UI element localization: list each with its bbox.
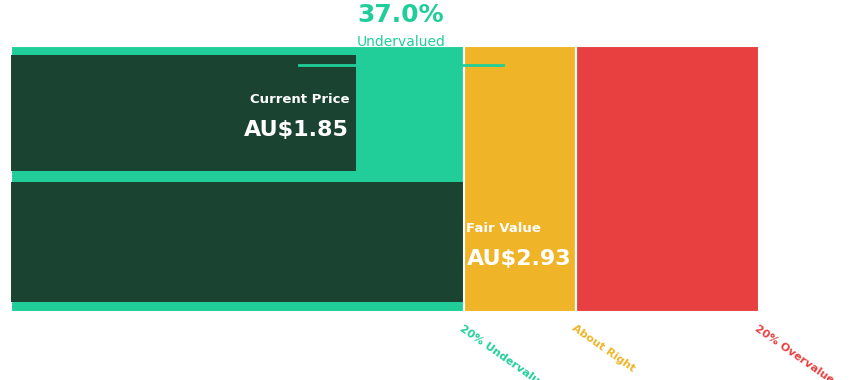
Bar bbox=[463, 46, 575, 312]
Text: 20% Overvalued: 20% Overvalued bbox=[752, 323, 841, 380]
Bar bbox=[11, 55, 355, 171]
Text: Fair Value: Fair Value bbox=[466, 222, 541, 236]
Text: About Right: About Right bbox=[570, 323, 636, 374]
Bar bbox=[11, 46, 463, 312]
Bar bbox=[11, 182, 463, 302]
Text: AU$1.85: AU$1.85 bbox=[244, 120, 348, 140]
Text: 20% Undervalued: 20% Undervalued bbox=[458, 323, 553, 380]
Bar bbox=[575, 46, 758, 312]
Text: Undervalued: Undervalued bbox=[356, 35, 445, 49]
Text: Current Price: Current Price bbox=[250, 93, 348, 106]
Text: AU$2.93: AU$2.93 bbox=[466, 249, 570, 269]
Text: 37.0%: 37.0% bbox=[357, 3, 444, 27]
